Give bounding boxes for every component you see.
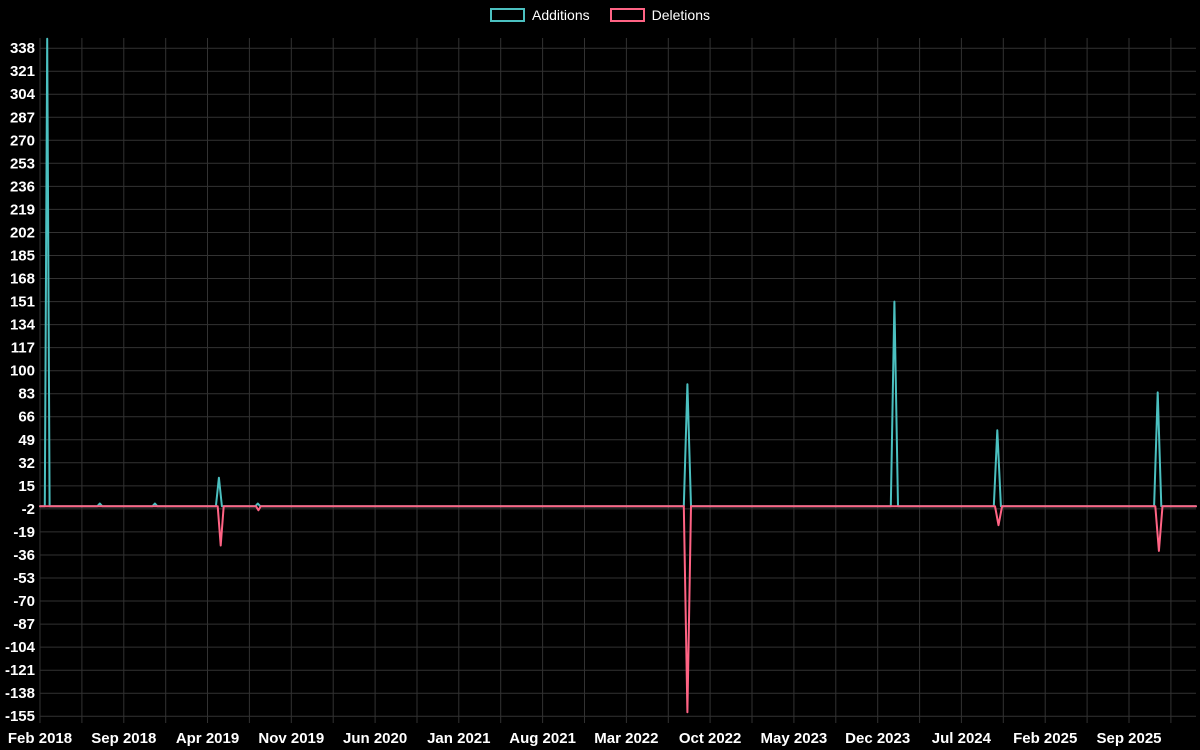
legend-swatch-additions — [490, 8, 526, 22]
x-axis-tick-label: Aug 2021 — [509, 730, 576, 747]
series-line-deletions — [39, 505, 1197, 714]
legend-item-additions[interactable]: Additions — [490, 8, 590, 22]
y-axis-tick-label: -19 — [13, 524, 35, 541]
x-axis-tick-label: Feb 2018 — [8, 730, 72, 747]
y-axis-tick-label: 287 — [10, 109, 35, 126]
y-axis-tick-label: -104 — [5, 639, 36, 656]
y-axis-tick-label: -155 — [5, 708, 35, 725]
x-axis-tick-label: Nov 2019 — [258, 730, 324, 747]
x-axis-tick-label: Feb 2025 — [1013, 730, 1077, 747]
legend-swatch-deletions — [609, 8, 645, 22]
x-axis-tick-label: Sep 2025 — [1096, 730, 1161, 747]
y-axis-tick-label: 117 — [11, 340, 35, 357]
x-axis-tick-label: Oct 2022 — [679, 730, 742, 747]
y-axis-tick-label: 49 — [18, 432, 35, 449]
legend-item-deletions[interactable]: Deletions — [609, 7, 710, 23]
y-axis-tick-label: 66 — [18, 409, 35, 426]
series-line-additions — [39, 37, 1197, 508]
x-axis-tick-label: Jul 2024 — [932, 730, 992, 747]
y-axis-tick-label: 253 — [10, 155, 35, 172]
y-axis-tick-label: 321 — [10, 63, 35, 80]
y-axis-tick-label: 304 — [10, 86, 36, 103]
y-axis-tick-label: -121 — [5, 662, 35, 679]
y-axis-tick-label: -53 — [13, 570, 35, 587]
legend-label-additions: Additions — [532, 7, 590, 23]
legend-label-deletions: Deletions — [651, 7, 710, 23]
y-axis-tick-label: 134 — [10, 317, 36, 334]
y-axis-tick-label: 100 — [10, 363, 35, 380]
x-axis-tick-label: Jun 2020 — [343, 730, 407, 747]
y-axis-tick-label: -138 — [5, 685, 35, 702]
y-axis-tick-label: 202 — [10, 225, 35, 242]
y-axis-tick-label: 168 — [10, 271, 35, 288]
y-axis-tick-label: 338 — [10, 40, 35, 57]
x-axis-tick-label: Sep 2018 — [91, 730, 156, 747]
x-axis-tick-label: Dec 2023 — [845, 730, 910, 747]
chart-legend: Additions Deletions — [0, 8, 1200, 22]
y-axis-tick-label: -87 — [13, 616, 35, 633]
x-axis-tick-label: Jan 2021 — [427, 730, 490, 747]
x-axis-tick-label: May 2023 — [761, 730, 828, 747]
y-axis-tick-label: 185 — [10, 248, 35, 265]
y-axis-tick-label: 236 — [10, 178, 35, 195]
y-axis-tick-label: 15 — [18, 478, 35, 495]
x-axis-tick-label: Mar 2022 — [594, 730, 658, 747]
y-axis-tick-label: 270 — [10, 132, 35, 149]
x-axis-tick-label: Apr 2019 — [176, 730, 239, 747]
y-axis-tick-label: 151 — [10, 294, 35, 311]
y-axis-tick-label: -36 — [13, 547, 35, 564]
y-axis-tick-label: -2 — [22, 501, 35, 518]
y-axis-tick-label: -70 — [13, 593, 35, 610]
y-axis-tick-label: 32 — [18, 455, 35, 472]
y-axis-tick-label: 219 — [10, 201, 35, 218]
y-axis-tick-label: 83 — [18, 386, 35, 403]
